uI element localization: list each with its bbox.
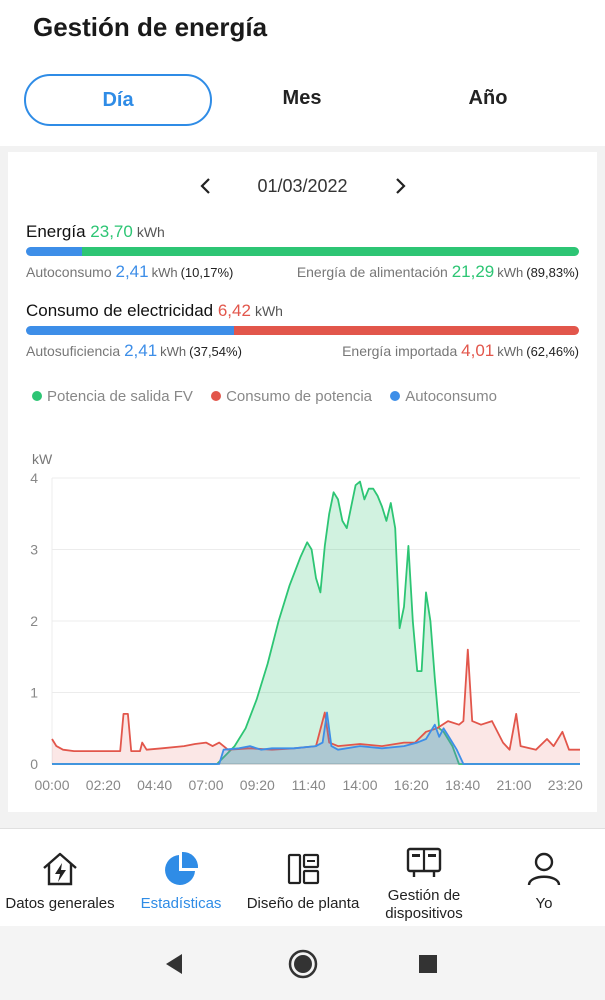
date-selector: 01/03/2022 bbox=[8, 172, 597, 202]
legend-label-self: Autoconsumo bbox=[405, 388, 497, 405]
legend-dot-self bbox=[390, 391, 401, 401]
nav-me[interactable]: Yo bbox=[484, 829, 604, 927]
self-consumption-label: Autoconsumo bbox=[26, 264, 112, 280]
nav-overview[interactable]: Datos generales bbox=[0, 829, 120, 927]
device-manager-icon bbox=[406, 847, 442, 877]
stats-card: 01/03/2022 Energía 23,70 kWh Autoconsumo … bbox=[8, 152, 597, 812]
y-tick-label: 4 bbox=[30, 470, 38, 486]
y-tick-label: 1 bbox=[30, 685, 38, 701]
series-self-consumption-area bbox=[52, 712, 580, 764]
page-title: Gestión de energía bbox=[33, 12, 268, 42]
energy-bar bbox=[26, 247, 579, 256]
imported-energy-pct: (62,46%) bbox=[526, 344, 579, 359]
legend-dot-consumption bbox=[211, 391, 222, 401]
series-power-consumption-line bbox=[51, 648, 580, 752]
recents-icon[interactable] bbox=[416, 952, 440, 976]
tab-month[interactable]: Mes bbox=[282, 87, 322, 109]
nav-plant-layout[interactable]: Diseño de planta bbox=[242, 829, 364, 927]
nav-plant-layout-label: Diseño de planta bbox=[246, 895, 360, 912]
pie-chart-icon bbox=[165, 851, 199, 885]
period-tabs: Día Mes Año bbox=[24, 74, 584, 126]
consumption-bar-self bbox=[26, 326, 234, 335]
self-consumption-pct: (10,17%) bbox=[180, 265, 234, 280]
consumption-summary: Consumo de electricidad 6,42 kWh bbox=[26, 301, 283, 321]
self-sufficiency-pct: (37,54%) bbox=[189, 344, 242, 359]
tab-year[interactable]: Año bbox=[468, 87, 508, 109]
bottom-navigation: Datos generales Estadísticas Diseño de p… bbox=[0, 828, 605, 927]
x-tick-label: 21:00 bbox=[496, 777, 531, 793]
legend-item-pv[interactable]: Potencia de salida FV bbox=[32, 388, 193, 405]
y-axis-unit: kW bbox=[32, 451, 53, 467]
x-tick-label: 02:20 bbox=[86, 777, 121, 793]
imported-energy-unit: kWh bbox=[497, 344, 524, 359]
back-icon[interactable] bbox=[160, 950, 188, 978]
x-tick-label: 11:40 bbox=[292, 777, 326, 793]
series-self-consumption-line bbox=[52, 711, 580, 765]
power-chart[interactable]: kW 0 1 2 3 4 00:00 02:20 04:40 07:00 09:20 11:40 14:… bbox=[8, 442, 597, 802]
energy-label: Energía bbox=[26, 222, 86, 241]
legend-label-pv: Potencia de salida FV bbox=[47, 388, 193, 405]
feed-in-label: Energía de alimentación bbox=[296, 264, 448, 280]
x-tick-label: 23:20 bbox=[548, 777, 583, 793]
self-consumption-value: 2,41 bbox=[115, 262, 149, 281]
y-tick-label: 0 bbox=[30, 756, 38, 772]
x-tick-label: 00:00 bbox=[34, 777, 69, 793]
nav-device-management-label-2: dispositivos bbox=[385, 905, 463, 922]
energy-unit: kWh bbox=[136, 224, 165, 240]
energy-bar-feed bbox=[82, 247, 579, 256]
app-header: Gestión de energía Día Mes Año bbox=[0, 0, 605, 146]
nav-device-management[interactable]: Gestión de dispositivos bbox=[366, 829, 482, 927]
self-consumption-stat: Autoconsumo 2,41 kWh (10,17%) bbox=[26, 262, 233, 282]
x-tick-label: 18:40 bbox=[445, 777, 480, 793]
chevron-right-icon[interactable] bbox=[388, 174, 412, 198]
consumption-label: Consumo de electricidad bbox=[26, 301, 214, 320]
x-tick-label: 04:40 bbox=[137, 777, 172, 793]
x-tick-label: 14:00 bbox=[342, 777, 377, 793]
legend-dot-pv bbox=[32, 391, 42, 401]
self-sufficiency-value: 2,41 bbox=[124, 341, 158, 360]
system-navigation-bar bbox=[0, 926, 605, 1000]
y-tick-label: 2 bbox=[30, 613, 38, 629]
energy-summary: Energía 23,70 kWh bbox=[26, 222, 165, 242]
self-sufficiency-stat: Autosuficiencia 2,41 kWh (37,54%) bbox=[26, 341, 242, 361]
consumption-unit: kWh bbox=[254, 303, 283, 319]
nav-me-label: Yo bbox=[535, 895, 553, 912]
feed-in-value: 21,29 bbox=[451, 262, 495, 281]
imported-energy-label: Energía importada bbox=[342, 343, 458, 359]
series-pv-output-area bbox=[52, 481, 580, 764]
nav-statistics[interactable]: Estadísticas bbox=[122, 829, 240, 927]
series-pv-output-line bbox=[52, 480, 580, 765]
x-tick-label: 07:00 bbox=[188, 777, 223, 793]
house-bolt-icon bbox=[43, 852, 77, 886]
feed-in-pct: (89,83%) bbox=[526, 265, 579, 280]
consumption-value: 6,42 bbox=[217, 301, 251, 320]
home-icon[interactable] bbox=[287, 948, 319, 980]
tab-day[interactable]: Día bbox=[24, 74, 212, 126]
nav-overview-label: Datos generales bbox=[5, 895, 115, 912]
legend-item-consumption[interactable]: Consumo de potencia bbox=[211, 388, 372, 405]
consumption-bar bbox=[26, 326, 579, 335]
imported-energy-value: 4,01 bbox=[461, 341, 495, 360]
feed-in-stat: Energía de alimentación 21,29 kWh (89,83%) bbox=[297, 262, 579, 282]
self-sufficiency-unit: kWh bbox=[160, 344, 187, 359]
chevron-left-icon[interactable] bbox=[194, 174, 218, 198]
nav-statistics-label: Estadísticas bbox=[140, 895, 222, 912]
nav-device-management-label-1: Gestión de bbox=[387, 887, 461, 904]
energy-bar-self bbox=[26, 247, 83, 256]
current-date[interactable]: 01/03/2022 bbox=[257, 176, 348, 196]
layout-icon bbox=[287, 853, 320, 885]
chart-legend: Potencia de salida FV Consumo de potenci… bbox=[32, 388, 511, 405]
energy-value: 23,70 bbox=[90, 222, 133, 241]
feed-in-unit: kWh bbox=[497, 265, 524, 280]
consumption-bar-import bbox=[233, 326, 579, 335]
legend-label-consumption: Consumo de potencia bbox=[226, 388, 373, 405]
x-tick-label: 09:20 bbox=[240, 777, 275, 793]
self-sufficiency-label: Autosuficiencia bbox=[26, 343, 121, 359]
legend-item-self[interactable]: Autoconsumo bbox=[390, 388, 497, 405]
imported-energy-stat: Energía importada 4,01 kWh (62,46%) bbox=[342, 341, 579, 361]
y-tick-label: 3 bbox=[30, 542, 38, 558]
user-icon bbox=[527, 852, 561, 886]
x-tick-label: 16:20 bbox=[394, 777, 429, 793]
self-consumption-unit: kWh bbox=[151, 265, 178, 280]
